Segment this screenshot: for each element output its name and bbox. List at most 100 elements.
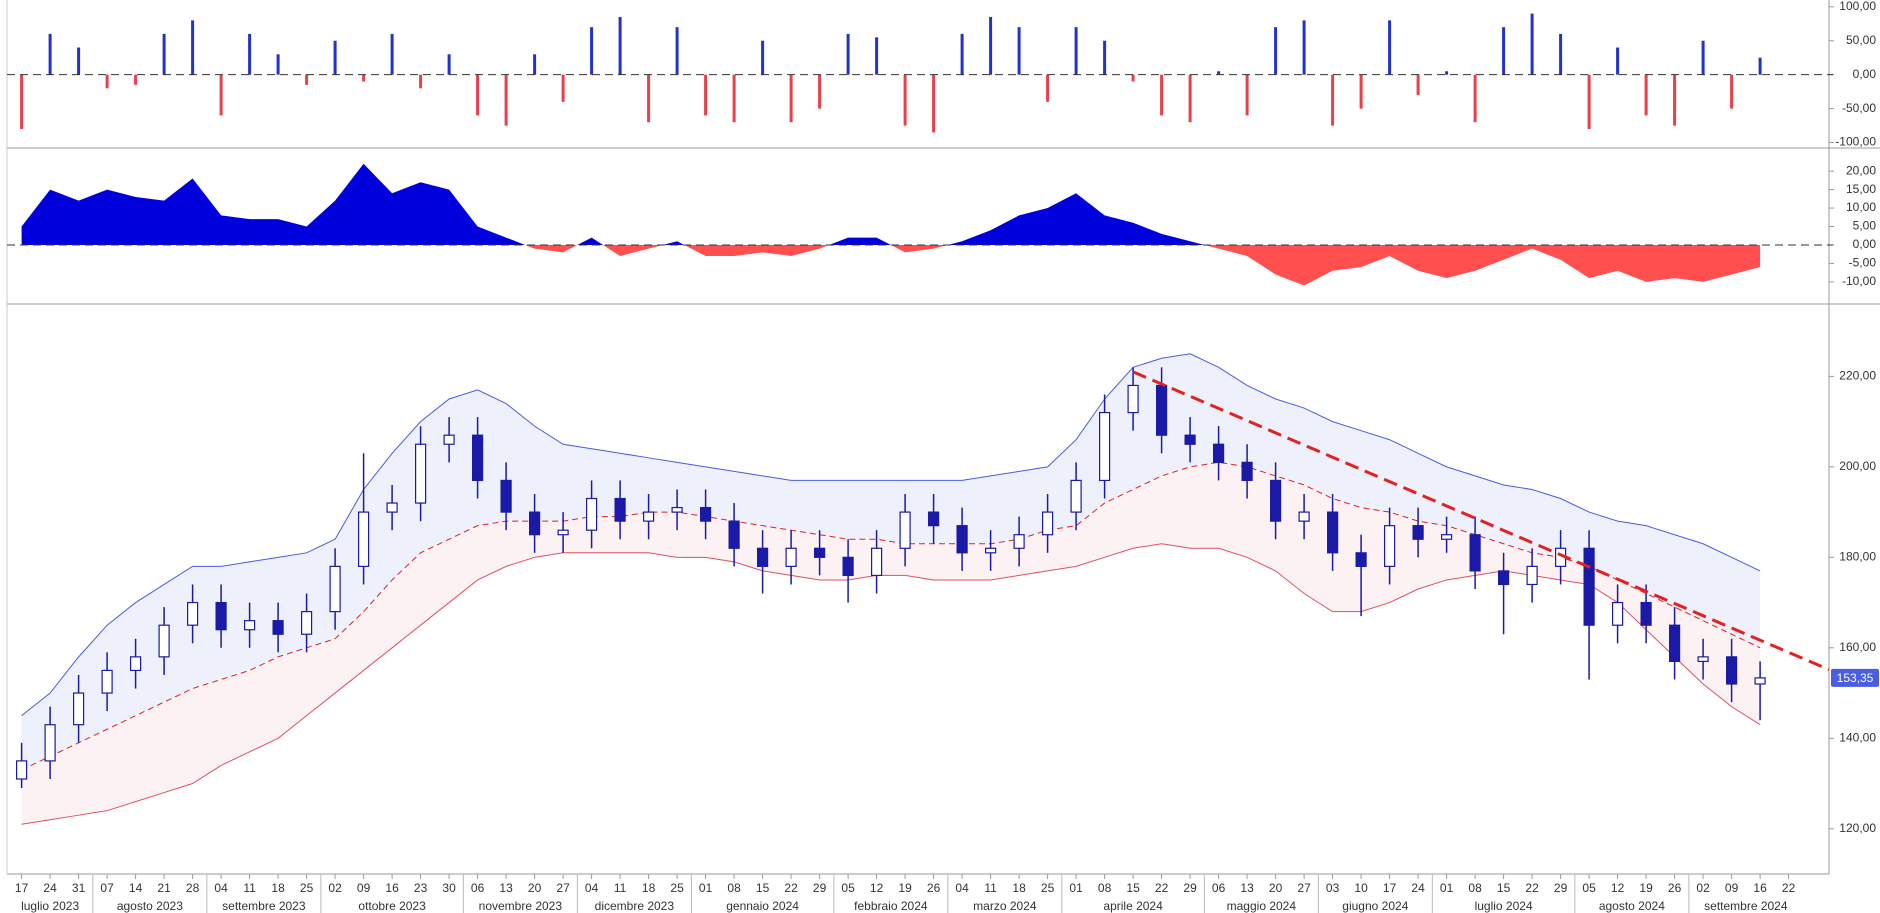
candle-body — [415, 443, 427, 504]
x-tick-label: 19 — [1639, 881, 1653, 895]
x-tick-label: 01 — [1440, 881, 1454, 895]
candle-body — [585, 497, 598, 531]
y-tick-label: -100,00 — [1835, 135, 1876, 149]
histogram-bar — [48, 33, 52, 75]
histogram-bar — [618, 16, 622, 75]
x-tick-label: 12 — [870, 881, 884, 895]
histogram-bar — [1473, 74, 1477, 123]
area-positive — [21, 163, 1761, 245]
x-tick-label: 26 — [927, 881, 941, 895]
x-tick-label: 25 — [1041, 881, 1055, 895]
y-tick-label: 10,00 — [1846, 200, 1876, 214]
candle-body — [358, 511, 370, 567]
y-tick-label: -50,00 — [1842, 101, 1876, 115]
x-tick-label: 04 — [214, 881, 228, 895]
area-negative — [525, 245, 1761, 286]
period-label: settembre 2023 — [222, 899, 306, 913]
band-fill-lower — [21, 462, 1761, 825]
histogram-bar — [789, 74, 793, 123]
candle-body — [699, 506, 712, 522]
x-tick-label: 02 — [328, 881, 342, 895]
candle-body — [329, 565, 341, 613]
x-tick-label: 29 — [1183, 881, 1197, 895]
candle-body — [1184, 434, 1196, 445]
histogram-bar — [504, 74, 508, 126]
histogram-bar — [362, 74, 366, 82]
candle-body — [244, 620, 256, 631]
histogram-bar — [20, 74, 24, 129]
period-label: marzo 2024 — [973, 899, 1037, 913]
candle-body — [1725, 656, 1738, 685]
x-tick-label: 29 — [1554, 881, 1568, 895]
x-tick-label: 14 — [129, 881, 143, 895]
x-tick-label: 25 — [300, 881, 314, 895]
histogram-bar — [162, 33, 166, 75]
x-tick-label: 12 — [1611, 881, 1625, 895]
histogram-bar — [1131, 74, 1135, 82]
histogram-bar — [447, 54, 451, 75]
x-tick-label: 13 — [499, 881, 513, 895]
x-tick-label: 22 — [1155, 881, 1169, 895]
candle-body — [386, 502, 398, 513]
candle-body — [101, 669, 113, 694]
candle-body — [1013, 534, 1025, 549]
x-tick-label: 19 — [898, 881, 912, 895]
x-tick-label: 22 — [1782, 881, 1796, 895]
histogram-bar — [732, 74, 736, 123]
histogram-bar — [476, 74, 480, 116]
x-tick-label: 04 — [955, 881, 969, 895]
candle-body — [272, 620, 284, 635]
histogram-bar — [561, 74, 565, 102]
last-value-label: 153,35 — [1837, 671, 1874, 685]
y-tick-label: 20,00 — [1846, 163, 1876, 177]
y-tick-label: 180,00 — [1839, 550, 1876, 564]
candle-body — [614, 497, 626, 522]
candle-body — [1269, 479, 1282, 522]
candle-body — [472, 434, 484, 482]
x-tick-label: 01 — [699, 881, 713, 895]
x-tick-label: 08 — [1098, 881, 1112, 895]
histogram-bar — [390, 33, 394, 75]
candle-body — [984, 547, 997, 554]
histogram-bar — [1758, 57, 1762, 75]
candle-body — [528, 511, 541, 536]
x-tick-label: 05 — [1582, 881, 1596, 895]
candle-body — [301, 611, 313, 635]
candle-body — [1583, 547, 1595, 626]
histogram-bar — [219, 74, 223, 116]
candle-body — [728, 520, 740, 549]
histogram-bar — [846, 33, 850, 75]
candle-body — [927, 511, 940, 527]
period-label: maggio 2024 — [1227, 899, 1297, 913]
x-tick-label: 30 — [442, 881, 456, 895]
histogram-bar — [77, 47, 81, 75]
candle-body — [671, 506, 683, 513]
candle-body — [1697, 656, 1709, 662]
histogram-bar — [704, 74, 708, 116]
y-tick-label: -10,00 — [1842, 274, 1876, 288]
x-tick-label: 01 — [1069, 881, 1083, 895]
candle-body — [130, 656, 142, 672]
candle-body — [1440, 534, 1453, 540]
candle-body — [1070, 479, 1082, 513]
x-tick-label: 29 — [813, 881, 827, 895]
candle-body — [956, 525, 968, 554]
histogram-bar — [932, 74, 936, 133]
x-tick-label: 31 — [72, 881, 86, 895]
y-tick-label: 5,00 — [1853, 219, 1877, 233]
histogram-bar — [1017, 27, 1021, 75]
candle-body — [1611, 601, 1624, 626]
x-tick-label: 07 — [100, 881, 114, 895]
x-tick-label: 18 — [1012, 881, 1026, 895]
histogram-bar — [675, 27, 679, 75]
band-upper — [21, 353, 1761, 717]
histogram-bar — [134, 74, 138, 85]
period-label: ottobre 2023 — [358, 899, 426, 913]
candle-body — [1212, 443, 1225, 463]
candle-body — [215, 601, 227, 631]
x-tick-label: 16 — [1753, 881, 1767, 895]
x-tick-label: 16 — [385, 881, 399, 895]
x-tick-label: 06 — [471, 881, 485, 895]
